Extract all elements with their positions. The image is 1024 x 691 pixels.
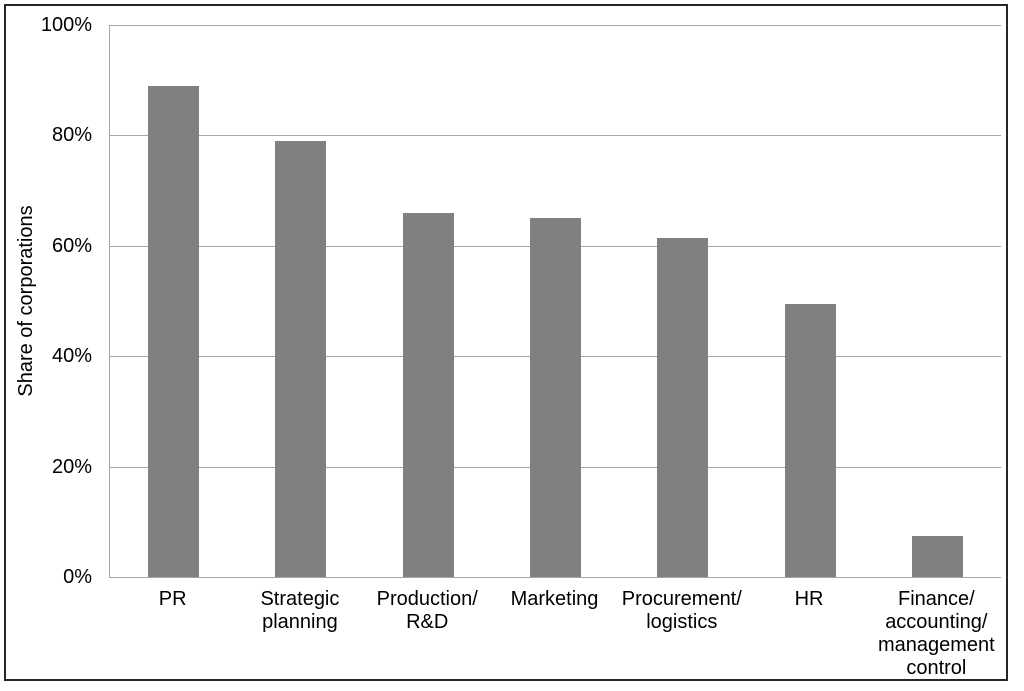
gridline-100pct xyxy=(110,25,1001,26)
bar-strategic-planning xyxy=(275,140,327,577)
bar-production-r-d xyxy=(402,212,454,577)
gridline-80pct xyxy=(110,135,1001,137)
y-tick-label-60pct: 60% xyxy=(51,234,92,257)
bar-procurement-logistics xyxy=(657,237,709,577)
category-label-procurement-logistics: Procurement/ logistics xyxy=(621,588,742,633)
chart-frame-border xyxy=(4,4,1008,681)
category-label-hr: HR xyxy=(794,588,824,610)
bar-finance-accounting-management-control xyxy=(911,535,963,577)
category-label-pr: PR xyxy=(158,588,187,610)
plot-area xyxy=(109,25,1001,578)
y-tick-label-80pct: 80% xyxy=(51,124,92,147)
category-label-strategic-planning: Strategic planning xyxy=(260,588,340,633)
bar-hr xyxy=(784,303,836,577)
y-tick-label-40pct: 40% xyxy=(51,345,92,368)
y-tick-label-20pct: 20% xyxy=(51,455,92,478)
bar-marketing xyxy=(530,218,581,577)
y-tick-label-0pct: 0% xyxy=(63,566,92,588)
category-label-production-r-d: Production/ R&D xyxy=(376,588,478,633)
category-label-finance-accounting-management-control: Finance/ accounting/ management control xyxy=(877,588,995,679)
bar-pr xyxy=(148,85,200,577)
category-label-marketing: Marketing xyxy=(510,588,599,610)
y-tick-label-100pct: 100% xyxy=(40,14,92,36)
y-axis-title: Share of corporations xyxy=(15,205,37,397)
